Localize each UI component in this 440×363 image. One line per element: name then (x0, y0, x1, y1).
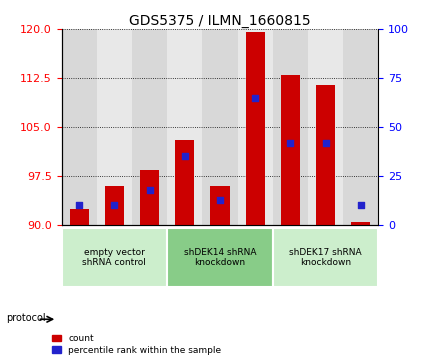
Bar (97, 29, 132, 225)
Bar (70, 209, 89, 225)
Point (146, 187, 153, 193)
Bar (308, 29, 343, 225)
Point (357, 203, 364, 208)
Point (181, 154, 188, 159)
Point (76, 203, 83, 208)
Legend: count, percentile rank within the sample: count, percentile rank within the sample (48, 331, 225, 359)
Text: protocol: protocol (7, 313, 46, 323)
Bar (210, 186, 230, 225)
Title: GDS5375 / ILMN_1660815: GDS5375 / ILMN_1660815 (129, 14, 311, 28)
Bar (62, 29, 97, 225)
Text: shDEK14 shRNA
knockdown: shDEK14 shRNA knockdown (184, 248, 256, 268)
Bar (140, 170, 159, 225)
Bar (273, 228, 378, 287)
Point (216, 197, 224, 203)
Bar (132, 29, 167, 225)
Bar (316, 85, 335, 225)
Bar (62, 228, 167, 287)
Bar (167, 29, 202, 225)
Point (111, 203, 118, 208)
Bar (281, 75, 300, 225)
Bar (167, 228, 273, 287)
Text: shDEK17 shRNA
knockdown: shDEK17 shRNA knockdown (289, 248, 362, 268)
Bar (246, 32, 265, 225)
Bar (105, 186, 124, 225)
Bar (238, 29, 273, 225)
Bar (202, 29, 238, 225)
Point (252, 95, 259, 101)
Bar (351, 222, 370, 225)
Bar (343, 29, 378, 225)
Point (322, 140, 329, 146)
Point (287, 140, 294, 146)
Bar (273, 29, 308, 225)
Text: empty vector
shRNA control: empty vector shRNA control (82, 248, 147, 268)
Bar (175, 140, 194, 225)
